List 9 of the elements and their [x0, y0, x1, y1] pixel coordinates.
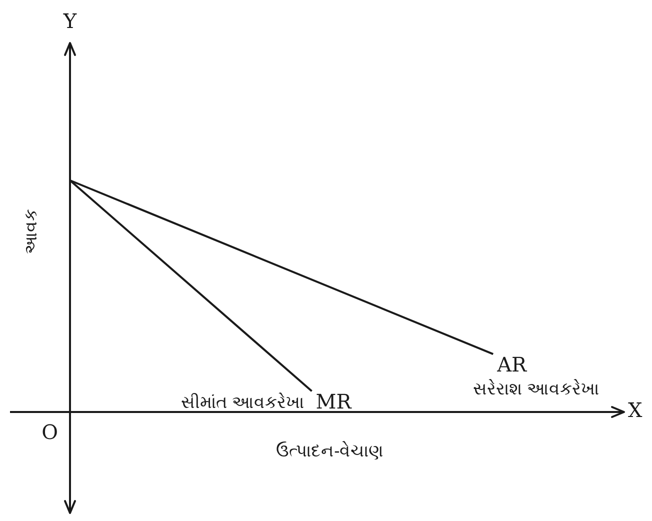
x-axis-title: ઉત્પાદન-વેચાણ [276, 440, 384, 461]
text: X [628, 398, 643, 422]
text: O [42, 420, 58, 444]
annotation: સીમાંત આવકરેખા [181, 392, 304, 412]
y-axis-title: આવક [22, 208, 41, 254]
annotation: સરેરાશ આવકરેખા [473, 378, 599, 399]
series-label: AR [496, 352, 528, 376]
series-label: MR [316, 389, 352, 414]
text: Y [62, 9, 78, 34]
